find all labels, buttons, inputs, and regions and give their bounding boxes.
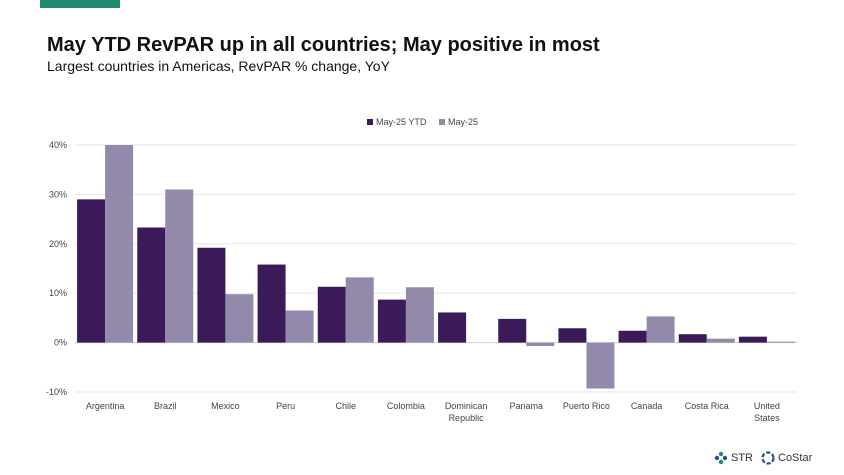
bar-month <box>105 145 134 343</box>
x-tick-label: Canada <box>631 401 663 411</box>
y-tick-label: 40% <box>49 140 67 150</box>
bar-month <box>586 342 615 389</box>
bar-month <box>345 277 374 343</box>
bar-ytd <box>438 312 467 343</box>
bar-ytd <box>197 247 226 343</box>
x-tick-label: Puerto Rico <box>563 401 610 411</box>
x-tick-label: Dominican Republic <box>445 401 488 423</box>
x-tick-label: United States <box>754 401 780 423</box>
x-tick-label: Panama <box>509 401 543 411</box>
bar-ytd <box>77 199 106 343</box>
bar-ytd <box>678 334 707 343</box>
legend-swatch <box>367 119 373 125</box>
str-logo-icon <box>714 451 728 465</box>
bar-ytd <box>618 330 647 343</box>
x-tick-label: Colombia <box>387 401 425 411</box>
logos: STR CoStar <box>714 451 812 465</box>
bar-month <box>165 189 194 343</box>
legend-label: May-25 <box>448 117 478 127</box>
bar-month <box>285 310 314 343</box>
bar-ytd <box>558 328 587 343</box>
costar-logo-text: CoStar <box>778 452 813 464</box>
costar-logo-icon <box>761 451 775 465</box>
bar-ytd <box>498 318 527 343</box>
x-tick-label: Argentina <box>86 401 125 411</box>
page-subtitle: Largest countries in Americas, RevPAR % … <box>47 58 390 74</box>
bar-month <box>405 287 434 343</box>
y-tick-label: 0% <box>54 338 67 348</box>
x-tick-label: Brazil <box>154 401 177 411</box>
bar-month <box>646 316 675 343</box>
bar-ytd <box>257 264 286 343</box>
accent-bar <box>40 0 120 8</box>
y-tick-label: -10% <box>46 387 67 397</box>
costar-logo: CoStar <box>761 451 812 465</box>
y-tick-label: 30% <box>49 189 67 199</box>
bar-ytd <box>137 227 166 343</box>
legend-swatch <box>439 119 445 125</box>
bar-month <box>766 341 795 343</box>
str-logo: STR <box>714 451 753 465</box>
x-tick-label: Peru <box>276 401 295 411</box>
y-tick-label: 20% <box>49 239 67 249</box>
bar-month <box>526 342 555 347</box>
str-logo-text: STR <box>731 452 753 464</box>
x-tick-label: Chile <box>335 401 356 411</box>
page-title: May YTD RevPAR up in all countries; May … <box>47 34 600 56</box>
bar-month <box>706 338 735 343</box>
y-tick-label: 10% <box>49 288 67 298</box>
bar-ytd <box>317 286 346 343</box>
bar-ytd <box>377 299 406 343</box>
x-tick-label: Costa Rica <box>685 401 729 411</box>
bar-ytd <box>738 336 767 343</box>
bar-month <box>225 294 254 343</box>
x-tick-label: Mexico <box>211 401 240 411</box>
legend-label: May-25 YTD <box>376 117 427 127</box>
